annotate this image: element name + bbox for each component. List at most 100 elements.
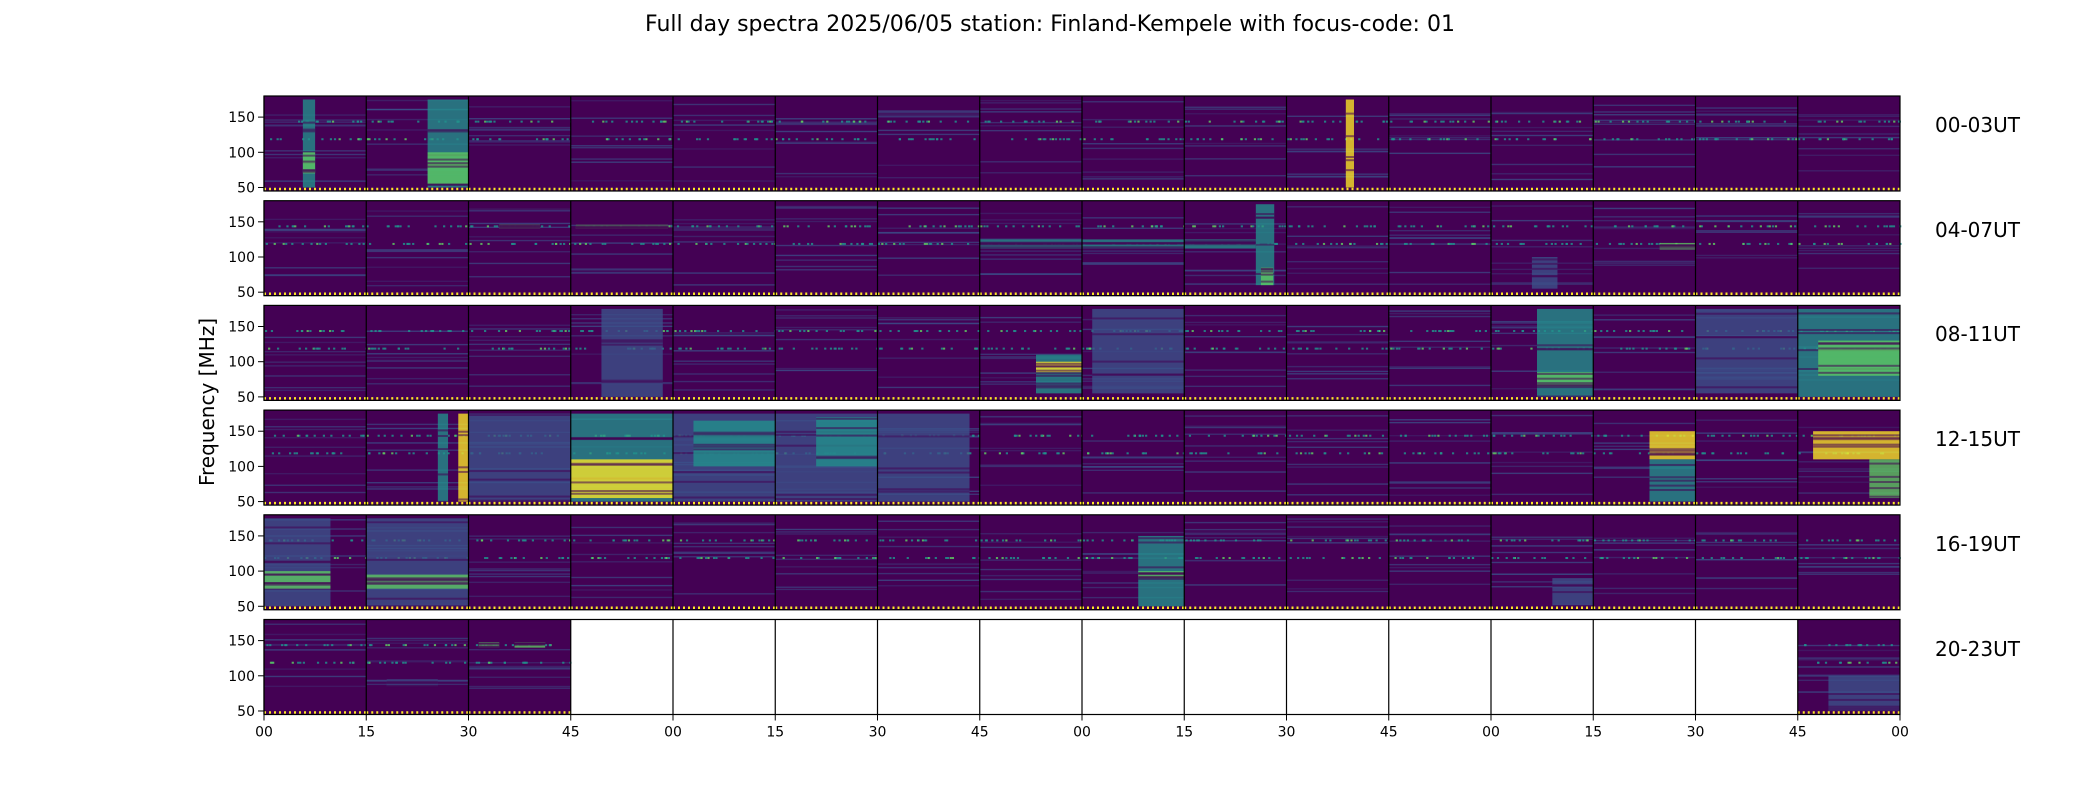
signal-dot bbox=[1075, 225, 1078, 228]
signal-dot bbox=[1221, 225, 1225, 228]
signal-dot bbox=[366, 434, 369, 437]
signal-dot bbox=[1877, 539, 1880, 542]
signal-dot bbox=[768, 539, 771, 542]
signal-dot bbox=[950, 242, 954, 245]
interference-line bbox=[366, 174, 469, 176]
signal-dot bbox=[1369, 225, 1373, 228]
signal-dot bbox=[668, 138, 671, 141]
interference-line bbox=[570, 584, 673, 587]
signal-dot bbox=[574, 242, 577, 245]
spectrum-segment bbox=[1490, 305, 1594, 401]
signal-dot bbox=[898, 138, 902, 141]
signal-dot bbox=[1059, 138, 1062, 141]
signal-dot bbox=[1730, 539, 1733, 542]
interference-line bbox=[979, 449, 1082, 452]
signal-dot bbox=[498, 557, 501, 560]
segment-background bbox=[775, 305, 878, 401]
signal-dot bbox=[1191, 330, 1194, 333]
signal-dot bbox=[374, 347, 377, 350]
signal-dot bbox=[1349, 242, 1352, 245]
signal-dot bbox=[942, 347, 946, 350]
signal-dot bbox=[462, 330, 465, 333]
signal-dot bbox=[1049, 138, 1052, 141]
row-frame bbox=[263, 200, 1901, 297]
interference-line bbox=[1797, 212, 1900, 215]
signal-dot bbox=[786, 225, 789, 228]
signal-dot bbox=[695, 242, 698, 245]
signal-dot bbox=[1846, 644, 1849, 647]
signal-dot bbox=[1126, 452, 1129, 455]
signal-dot bbox=[331, 539, 334, 542]
signal-dot bbox=[708, 225, 712, 228]
signal-dot bbox=[698, 557, 701, 560]
interference-line bbox=[1695, 110, 1798, 112]
burst-stripe bbox=[264, 526, 331, 529]
signal-dot bbox=[809, 539, 813, 542]
signal-dot bbox=[1219, 539, 1223, 542]
signal-dot bbox=[1533, 225, 1537, 228]
signal-dot bbox=[1648, 242, 1651, 245]
interference-line bbox=[1286, 272, 1389, 274]
interference-line bbox=[775, 205, 878, 208]
signal-dot bbox=[589, 242, 592, 245]
signal-dot bbox=[720, 347, 723, 350]
signal-dot bbox=[918, 120, 921, 123]
signal-dot bbox=[1038, 452, 1041, 455]
signal-dot bbox=[695, 138, 699, 141]
signal-dot bbox=[773, 539, 776, 542]
interference-line bbox=[775, 141, 878, 143]
signal-dot bbox=[367, 347, 371, 350]
signal-dot bbox=[653, 557, 656, 560]
signal-dot bbox=[1068, 347, 1071, 350]
signal-dot bbox=[1323, 225, 1326, 228]
signal-dot bbox=[1779, 557, 1783, 560]
interference-line bbox=[1797, 245, 1900, 247]
signal-dot bbox=[1399, 434, 1403, 437]
signal-dot bbox=[1473, 225, 1476, 228]
burst-stripe bbox=[1260, 267, 1274, 270]
signal-dot bbox=[476, 138, 479, 141]
signal-dot bbox=[1141, 225, 1144, 228]
signal-dot bbox=[1130, 557, 1133, 560]
interference-line bbox=[468, 144, 571, 146]
burst-stripe bbox=[1537, 395, 1594, 398]
segment-background bbox=[1184, 305, 1287, 401]
signal-dot bbox=[1221, 330, 1224, 333]
signal-dot bbox=[1511, 434, 1514, 437]
burst-stripe bbox=[1345, 156, 1354, 159]
spectrum-segment bbox=[1183, 514, 1289, 610]
interference-line bbox=[1286, 245, 1389, 247]
signal-dot bbox=[1520, 434, 1523, 437]
interference-line bbox=[264, 386, 367, 389]
signal-dot bbox=[374, 330, 377, 333]
signal-dot bbox=[1700, 225, 1703, 228]
interference-line bbox=[1797, 659, 1900, 661]
signal-dot bbox=[1751, 120, 1754, 123]
interference-line bbox=[1491, 551, 1594, 554]
signal-dot bbox=[400, 434, 403, 437]
signal-dot bbox=[350, 242, 353, 245]
signal-dot bbox=[282, 434, 285, 437]
interference-line bbox=[1491, 246, 1594, 248]
signal-dot bbox=[1325, 434, 1329, 437]
signal-dot bbox=[1390, 120, 1393, 123]
interference-line bbox=[1695, 478, 1798, 480]
interference-line bbox=[673, 363, 776, 365]
signal-dot bbox=[503, 661, 506, 664]
interference-line bbox=[468, 569, 571, 572]
interference-line bbox=[570, 534, 673, 537]
spectrum-segment bbox=[365, 96, 470, 191]
interference-line bbox=[1593, 264, 1696, 266]
signal-dot bbox=[887, 120, 890, 123]
signal-dot bbox=[1492, 452, 1495, 455]
signal-dot bbox=[922, 120, 925, 123]
signal-dot bbox=[666, 539, 669, 542]
interference-line bbox=[775, 244, 878, 247]
interference-line bbox=[1082, 586, 1185, 589]
signal-dot bbox=[1503, 434, 1506, 437]
signal-dot bbox=[1492, 347, 1495, 350]
interference-line bbox=[468, 118, 571, 120]
signal-dot bbox=[807, 330, 810, 333]
signal-dot bbox=[1277, 120, 1281, 123]
